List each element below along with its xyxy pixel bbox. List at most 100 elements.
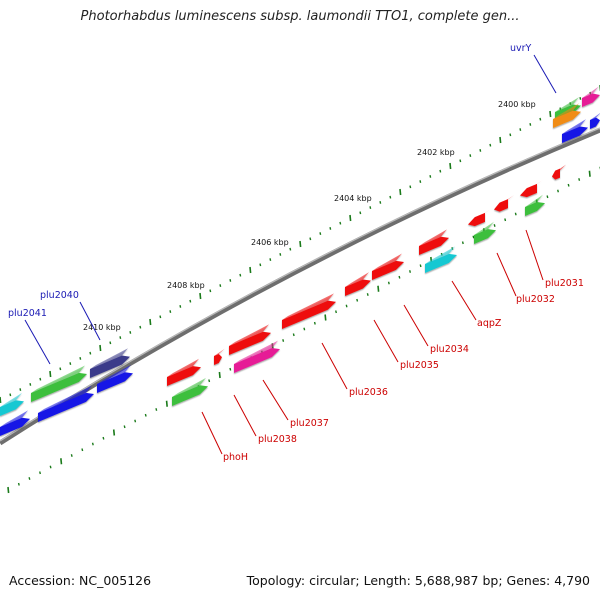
inner-tick-minor [129,330,132,334]
gene-green-2032[interactable] [525,194,545,216]
gene-blue-edge-2[interactable] [590,112,600,129]
gene-label[interactable]: plu2037 [290,418,329,429]
outer-tick-minor [356,298,359,302]
outer-tick-minor [102,436,105,440]
gene-label[interactable]: plu2040 [40,290,79,301]
gene-plu2037[interactable] [234,340,280,373]
inner-tick-minor [409,185,412,189]
outer-tick-minor [292,333,295,337]
outer-tick-minor [49,465,52,469]
outer-tick-minor [345,304,348,308]
inner-tick-minor [529,122,532,126]
gene-label[interactable]: plu2038 [258,434,297,445]
gene-blue-left[interactable] [0,410,30,436]
outer-tick-minor [229,367,232,371]
gene-plu2038[interactable] [172,377,208,406]
outer-tick-minor [91,442,94,446]
label-leader-line [533,54,557,94]
outer-tick-minor [546,195,549,199]
inner-tick-minor [29,382,32,386]
inner-tick-minor [489,143,492,147]
inner-tick-minor [9,393,12,397]
gene-label[interactable]: plu2041 [8,308,47,319]
inner-tick-minor [239,273,242,277]
outer-tick-minor [578,178,581,181]
inner-tick-minor [229,278,232,282]
inner-tick-minor [189,299,192,303]
inner-tick-minor [169,310,172,314]
gene-label[interactable]: aqpZ [477,318,502,329]
inner-tick-major [349,214,352,222]
gene-blue-mid[interactable] [97,364,133,393]
gene-label[interactable]: phoH [223,452,248,463]
inner-tick-minor [359,211,362,215]
inner-tick-minor [269,258,272,262]
gene-plu2031[interactable] [520,179,543,198]
outer-tick-minor [366,293,369,296]
inner-tick-major [399,188,402,196]
inner-tick-major [199,292,202,300]
inner-tick-minor [469,154,472,158]
gene-plu2037-top[interactable] [229,324,271,355]
inner-tick-minor [429,174,432,178]
inner-tick-minor [119,336,122,340]
gene-label[interactable]: plu2036 [349,387,388,398]
gene-plu2036[interactable] [282,293,336,329]
gene-cyan-left[interactable] [0,392,24,416]
gene-plu2034-top[interactable] [419,229,449,255]
gene-small-red-2[interactable] [214,348,225,365]
inner-tick-minor [69,362,72,366]
label-leader-line [321,342,348,390]
inner-tick-minor [389,195,392,199]
inner-tick-minor [109,341,112,345]
kbp-label: 2410 kbp [83,323,121,332]
kbp-label: 2406 kbp [251,238,289,247]
outer-tick-minor [134,419,137,423]
outer-tick-minor [17,482,20,486]
inner-tick-minor [479,148,482,152]
gene-aqpZ[interactable] [425,246,457,273]
gene-green-aqp[interactable] [474,221,496,244]
gene-phoH-top[interactable] [167,358,201,386]
outer-tick-major [377,285,380,292]
inner-tick-minor [159,315,162,319]
inner-tick-major [0,396,2,404]
gene-plu2040[interactable] [90,348,130,378]
outer-tick-minor [557,189,559,193]
inner-tick-minor [519,128,522,132]
gene-blue-edge[interactable] [562,119,588,143]
gene-plu2032[interactable] [494,195,514,212]
gene-plu2035b[interactable] [345,272,371,296]
label-leaders [24,54,557,455]
outer-tick-minor [123,425,126,429]
outer-tick-minor [472,235,475,239]
outer-tick-minor [81,448,84,452]
gene-label[interactable]: plu2035 [400,360,439,371]
gene-blue-long[interactable] [38,385,94,422]
kbp-label: 2402 kbp [417,148,455,157]
inner-tick-minor [379,200,382,204]
inner-tick-major [49,370,52,378]
gene-label[interactable]: plu2032 [516,294,555,305]
gene-plu2035[interactable] [372,253,404,280]
inner-tick-minor [19,388,22,392]
inner-tick-minor [209,289,212,293]
gene-magenta-edge[interactable] [582,86,600,107]
inner-tick-minor [369,206,372,210]
gene-plu2033[interactable] [468,208,491,227]
inner-tick-minor [509,133,512,137]
gene-label[interactable]: uvrY [510,43,532,54]
label-leader-line [451,280,477,321]
inner-tick-minor [39,377,42,381]
gene-plu2041[interactable] [31,365,87,402]
gene-small-red[interactable] [552,164,566,180]
label-leader-line [496,252,517,297]
gene-orange[interactable] [553,103,581,128]
outer-tick-major [7,486,10,494]
gene-label[interactable]: plu2034 [430,344,469,355]
genome-backbone-highlight [0,127,600,442]
inner-tick-major [449,162,452,170]
inner-tick-major [549,110,552,118]
gene-label[interactable]: plu2031 [545,278,584,289]
